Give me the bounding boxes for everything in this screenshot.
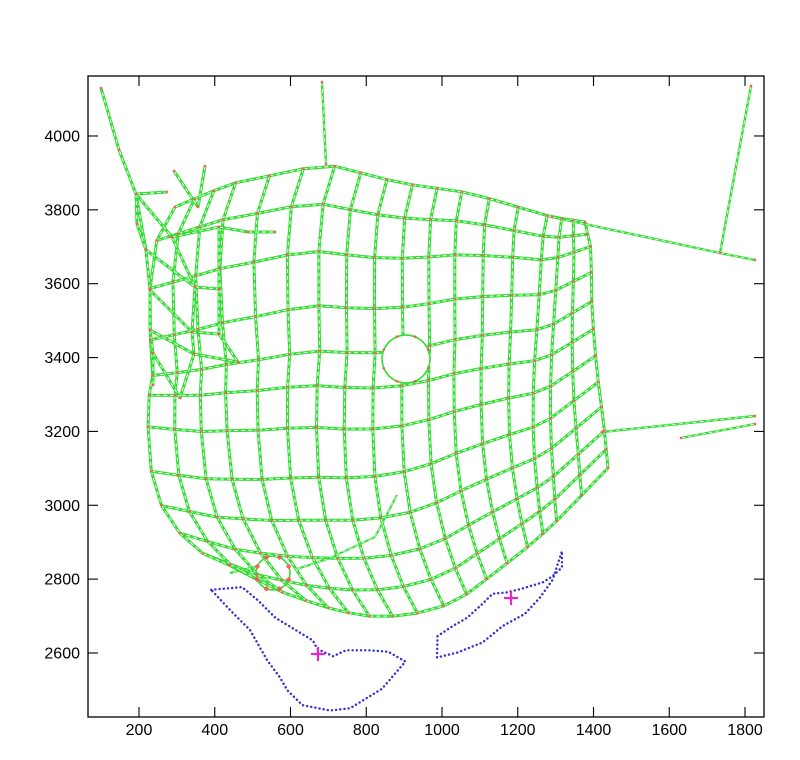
svg-text:2800: 2800 [44, 572, 80, 589]
svg-text:3400: 3400 [44, 350, 80, 367]
svg-text:600: 600 [277, 722, 304, 739]
svg-text:200: 200 [126, 722, 153, 739]
svg-text:2600: 2600 [44, 646, 80, 663]
svg-text:4000: 4000 [44, 129, 80, 146]
svg-text:800: 800 [353, 722, 380, 739]
svg-text:400: 400 [201, 722, 228, 739]
svg-text:3800: 3800 [44, 202, 80, 219]
svg-text:1200: 1200 [500, 722, 536, 739]
svg-text:1600: 1600 [651, 722, 687, 739]
svg-text:1800: 1800 [727, 722, 763, 739]
svg-text:3000: 3000 [44, 498, 80, 515]
svg-text:3600: 3600 [44, 276, 80, 293]
svg-text:3200: 3200 [44, 424, 80, 441]
svg-text:1400: 1400 [576, 722, 612, 739]
svg-text:1000: 1000 [424, 722, 460, 739]
